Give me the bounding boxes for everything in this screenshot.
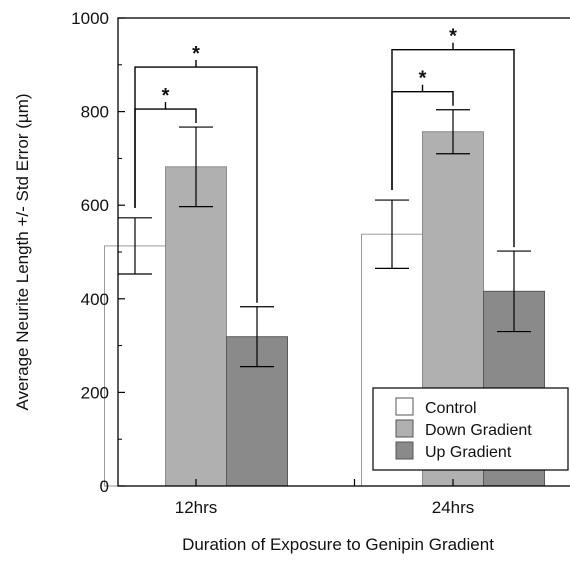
significance-12hrs-control-down-gradient-label: *	[162, 85, 170, 107]
bar-down-gradient-12hrs	[165, 166, 227, 487]
legend-swatch-control	[395, 397, 414, 416]
significance-24hrs-control-up-gradient-label: *	[449, 26, 457, 48]
y-tick-label-800: 800	[81, 103, 109, 122]
x-tick-label-24hrs: 24hrs	[432, 498, 475, 517]
y-axis-label: Average Neurite Length +/- Std Error (µm…	[13, 93, 32, 410]
error-bars-layer	[118, 109, 531, 368]
y-tick-label-1000: 1000	[71, 9, 109, 28]
y-tick-label-0: 0	[100, 477, 109, 496]
legend-label-up-gradient: Up Gradient	[425, 444, 512, 461]
y-tick-label-400: 400	[81, 290, 109, 309]
axes-layer: 0 200 400 600 800 1000 12hrs 24hrs	[71, 9, 475, 517]
y-tick-label-600: 600	[81, 196, 109, 215]
x-tick-label-12hrs: 12hrs	[175, 498, 218, 517]
legend-label-control: Control	[425, 400, 477, 417]
significance-24hrs-control-down-gradient-label: *	[419, 68, 427, 90]
bar-control-12hrs	[104, 245, 166, 487]
significance-12hrs-control-up-gradient-label: *	[192, 43, 200, 65]
legend-swatch-up-gradient	[395, 441, 414, 460]
legend-label-down-gradient: Down Gradient	[425, 422, 532, 439]
x-axis-label: Duration of Exposure to Genipin Gradient	[182, 535, 494, 554]
legend-swatch-down-gradient	[395, 419, 414, 438]
significance-layer: * * * *	[134, 26, 515, 303]
legend: Control Down Gradient Up Gradient	[372, 387, 569, 471]
y-tick-label-200: 200	[81, 383, 109, 402]
